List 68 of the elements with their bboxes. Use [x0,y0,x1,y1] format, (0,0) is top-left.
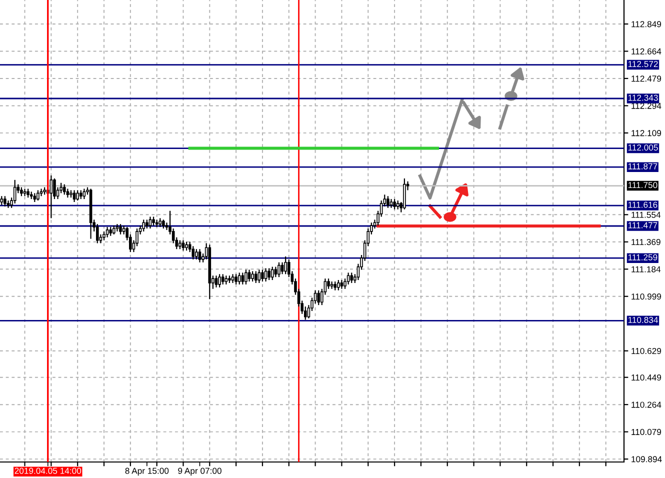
candlestick [119,224,122,235]
candlestick [337,279,340,291]
ref-line-label: 112.005 [628,144,658,151]
candlestick [13,179,16,204]
candlestick [251,270,254,282]
candlestick [221,274,224,285]
candlestick [214,275,218,288]
candlestick [386,196,390,208]
candlestick [195,248,198,260]
candlestick [106,226,109,238]
x-tick-label: 8 Apr 15:00 [125,468,169,476]
y-tick-label: 110.449 [632,374,662,381]
ref-line-label: 111.616 [628,202,658,208]
y-tick-label: 111.184 [632,266,661,272]
y-tick-label: 112.109 [632,130,662,136]
y-tick-label: 111.369 [632,239,660,246]
candlestick [393,198,396,210]
candlestick [350,272,354,284]
candlestick [284,256,287,275]
y-tick-label: 110.264 [632,402,662,408]
candlestick [198,248,202,263]
candlestick [36,190,40,202]
candlestick [62,184,66,196]
candlestick [254,270,258,284]
candlestick [244,269,248,285]
candlestick [234,274,238,285]
candlestick [116,224,119,232]
candlestick [261,269,264,282]
candlestick [192,246,195,260]
y-tick-label: 110.079 [632,428,662,436]
y-tick-label: 111.554 [632,212,661,218]
candlestick [142,219,146,232]
y-tick-label: 112.664 [632,48,662,54]
candlestick [72,190,76,203]
y-tick-label: 110.629 [632,348,662,354]
candlestick [270,266,274,281]
ref-line-label: 110.834 [628,316,658,323]
candlestick [241,272,244,285]
candlestick [218,274,221,288]
ref-line-label: 111.477 [628,222,658,228]
ref-line-label: 111.259 [628,254,658,260]
candlestick [268,268,270,281]
y-tick-label: 109.894 [632,456,662,462]
y-tick-label: 112.849 [632,21,662,28]
candlestick [264,268,268,282]
candlestick [278,262,280,278]
candlestick [148,216,152,230]
y-tick-label: 110.999 [632,293,662,300]
candlestick [50,174,53,219]
candlestick [76,190,79,202]
candlestick [317,290,320,306]
candlestick [6,200,10,208]
ref-line-label: 112.572 [628,60,658,68]
x-tick-label: 2019.04.05 14:00 [14,468,82,474]
candlestick [258,269,261,284]
y-tick-label: 112.294 [632,102,662,109]
candlestick [248,269,251,282]
x-tick-label: 9 Apr 07:00 [178,468,222,476]
candlestick [4,196,6,207]
candlestick [327,278,330,290]
candlestick [238,272,241,285]
y-tick-label: 112.479 [632,76,662,82]
candlestick [346,272,350,285]
candlestick [403,178,406,210]
ref-line-label: 112.343 [628,94,658,101]
candlestick [96,224,99,244]
ref-line-label: 111.877 [628,163,658,170]
ref-line-label: 111.750 [628,182,658,188]
